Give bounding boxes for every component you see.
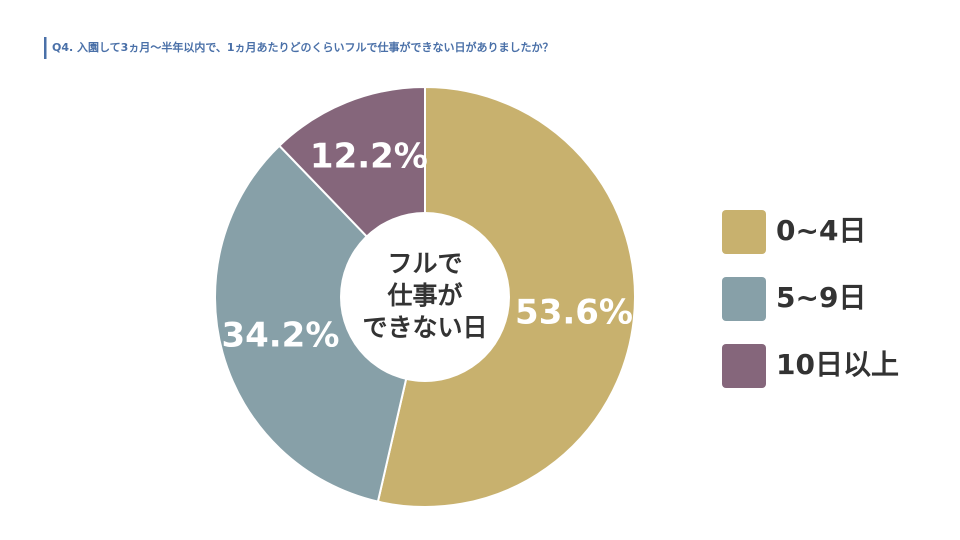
value-label: 34.2%	[221, 316, 339, 356]
value-label: 53.6%	[515, 292, 633, 332]
center-label: できない日	[362, 313, 487, 342]
chart-title: Q4. 入園して3ヵ月〜半年以内で、1ヵ月あたりどのくらいフルで仕事ができない日…	[52, 40, 554, 54]
legend-label: 0~4日	[776, 214, 866, 247]
value-label: 12.2%	[310, 136, 428, 176]
title-bar	[44, 37, 47, 59]
donut-hole	[340, 212, 510, 382]
legend-label: 5~9日	[776, 281, 866, 314]
legend-label: 10日以上	[776, 348, 899, 381]
legend-swatch	[722, 210, 766, 254]
center-label: 仕事が	[386, 281, 462, 310]
legend-swatch	[722, 344, 766, 388]
slice	[214, 144, 427, 503]
center-label: フルで	[387, 249, 462, 278]
legend-swatch	[722, 277, 766, 321]
